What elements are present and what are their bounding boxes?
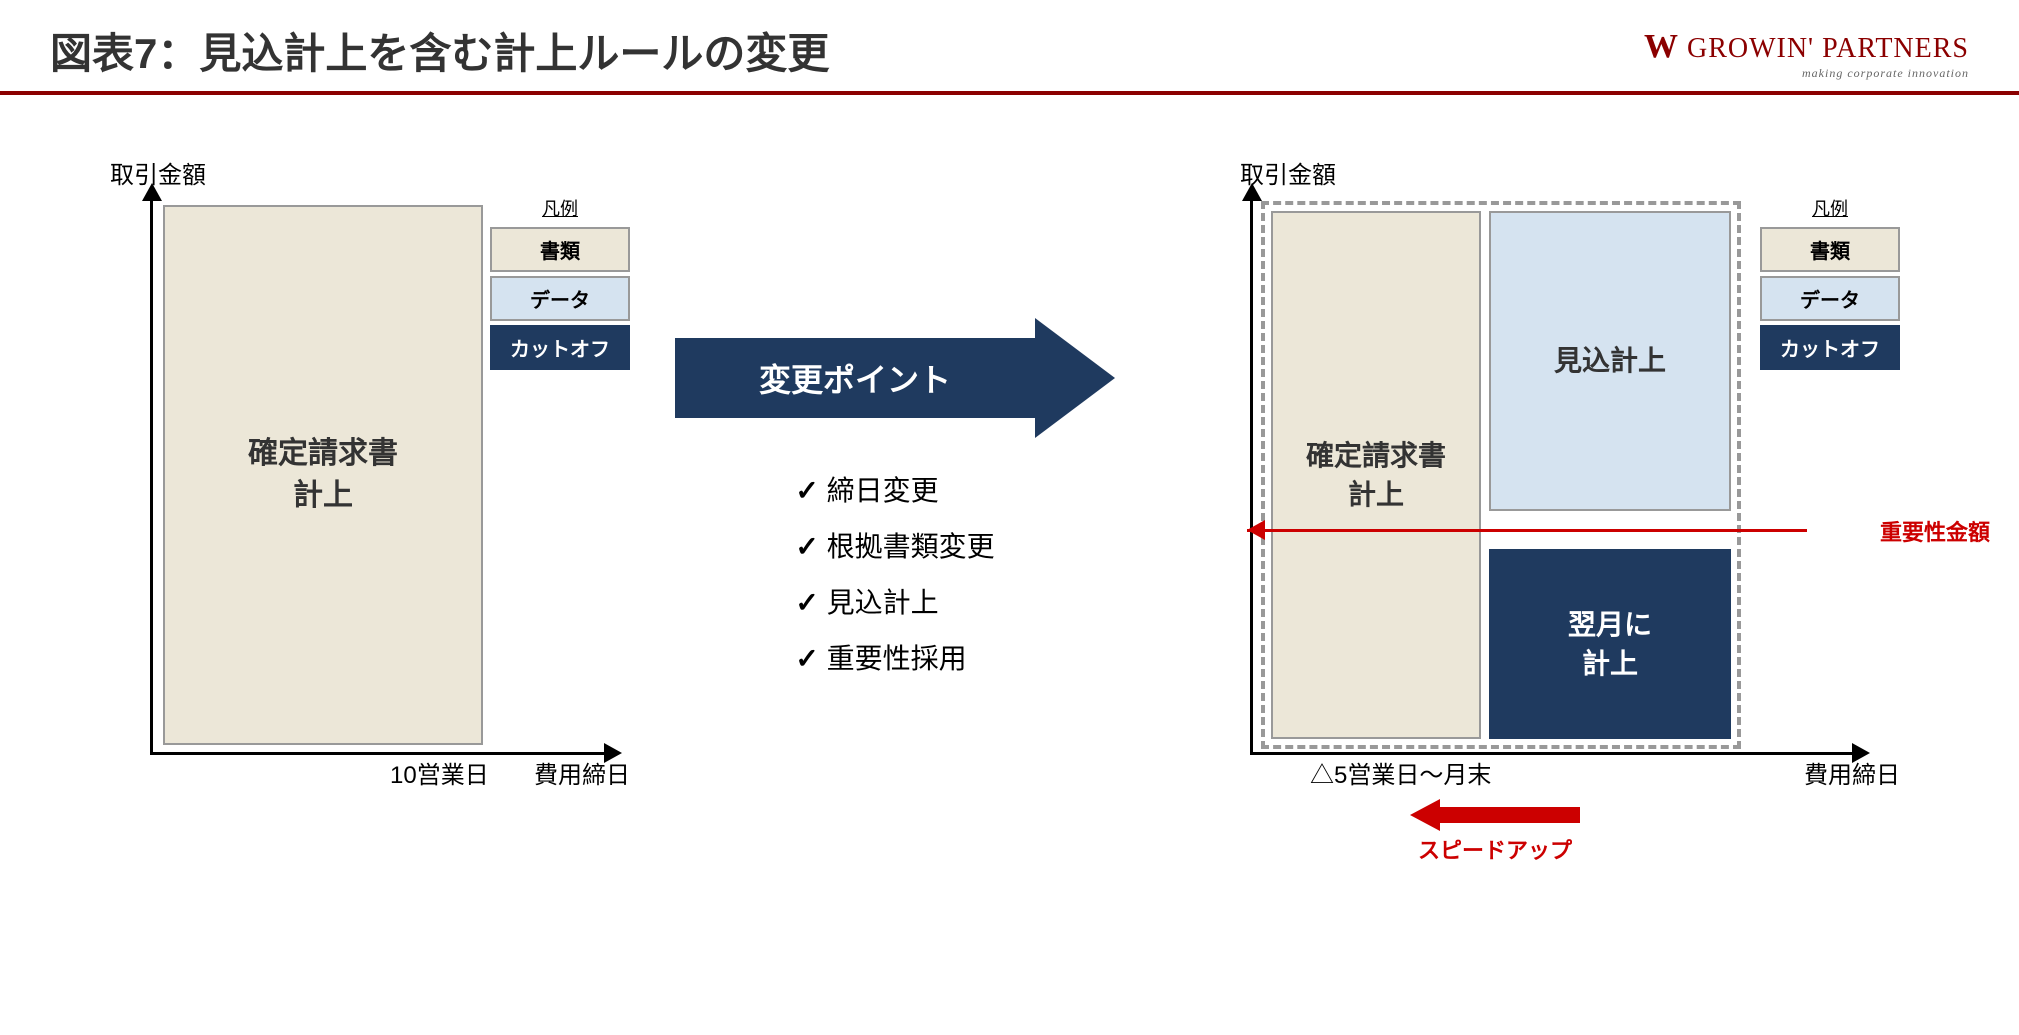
left-x-tick: 10営業日 — [390, 755, 489, 790]
legend-title: 凡例 — [1760, 195, 1900, 221]
right-x-axis-label: 費用締日 — [1804, 755, 1900, 790]
left-confirmed-box: 確定請求書 計上 — [163, 205, 483, 745]
right-legend: 凡例 書類 データ カットオフ — [1760, 195, 1900, 374]
checklist-item: 根拠書類変更 — [795, 519, 994, 575]
logo: W GROWIN' PARTNERS making corporate inno… — [1644, 28, 1969, 81]
left-x-axis-label: 費用締日 — [534, 755, 630, 790]
left-chart: 取引金額 確定請求書 計上 10営業日 費用締日 凡例 書類 データ カットオフ — [50, 195, 610, 815]
speedup-arrow-icon — [1410, 801, 1580, 829]
nextmonth-box: 翌月に 計上 — [1489, 549, 1731, 739]
legend-item-cutoff: カットオフ — [1760, 325, 1900, 370]
content: 取引金額 確定請求書 計上 10営業日 費用締日 凡例 書類 データ カットオフ… — [0, 95, 2019, 815]
change-arrow: 変更ポイント — [675, 323, 1115, 433]
materiality-label: 重要性金額 — [1880, 515, 1990, 547]
page-title: 図表7：見込計上を含む計上ルールの変更 — [50, 20, 829, 81]
legend-item-cutoff: カットオフ — [490, 325, 630, 370]
right-x-tick: △5営業日～月末 — [1310, 755, 1491, 790]
materiality-line-arrow-icon — [1247, 520, 1265, 540]
right-chart: 取引金額 確定請求書 計上 見込計上 翌月に 計上 重要性金額 △5営業日～月末… — [1180, 195, 1860, 815]
center-section: 変更ポイント 締日変更 根拠書類変更 見込計上 重要性採用 — [630, 323, 1160, 687]
legend-item-data: データ — [490, 276, 630, 321]
legend-item-documents: 書類 — [490, 227, 630, 272]
change-arrow-label: 変更ポイント — [675, 338, 1035, 418]
speedup-label: スピードアップ — [1418, 833, 1572, 865]
header: 図表7：見込計上を含む計上ルールの変更 W GROWIN' PARTNERS m… — [0, 0, 2019, 95]
logo-main: GROWIN' PARTNERS — [1687, 33, 1969, 64]
legend-item-documents: 書類 — [1760, 227, 1900, 272]
change-checklist: 締日変更 根拠書類変更 見込計上 重要性採用 — [795, 463, 994, 687]
logo-tagline: making corporate innovation — [1644, 66, 1969, 81]
legend-item-data: データ — [1760, 276, 1900, 321]
legend-title: 凡例 — [490, 195, 630, 221]
checklist-item: 見込計上 — [795, 575, 994, 631]
arrow-head-icon — [1035, 318, 1115, 438]
checklist-item: 重要性採用 — [795, 631, 994, 687]
right-confirmed-box: 確定請求書 計上 — [1271, 211, 1481, 739]
left-legend: 凡例 書類 データ カットオフ — [490, 195, 630, 374]
logo-w: W — [1644, 28, 1679, 65]
estimate-box: 見込計上 — [1489, 211, 1731, 511]
materiality-line — [1247, 529, 1807, 532]
speedup-arrow: スピードアップ — [1410, 801, 1580, 865]
checklist-item: 締日変更 — [795, 463, 994, 519]
